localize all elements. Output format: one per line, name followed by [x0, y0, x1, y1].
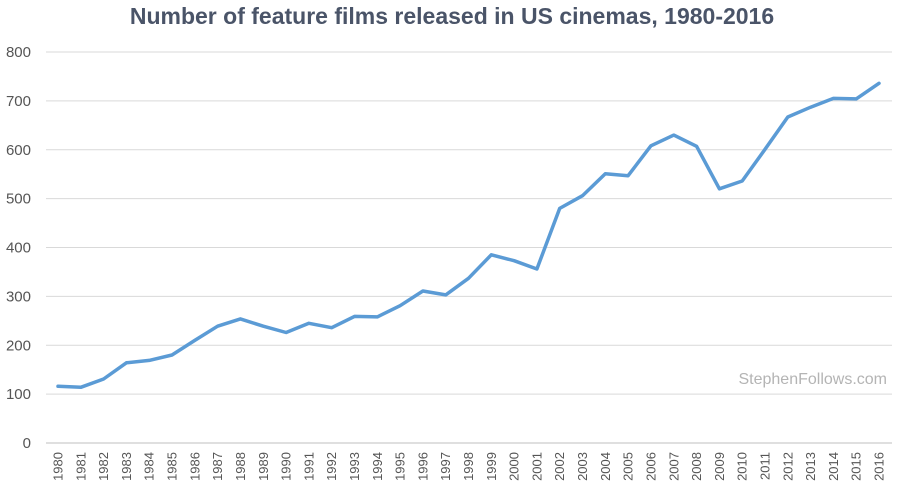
x-tick-label: 2010 [735, 452, 750, 481]
x-tick-label: 1990 [279, 452, 294, 481]
x-tick-label: 2016 [872, 452, 887, 481]
x-tick-label: 1991 [301, 452, 316, 481]
x-tick-label: 2009 [712, 452, 727, 481]
y-tick-label: 400 [6, 240, 31, 257]
x-tick-label: 1995 [393, 452, 408, 481]
x-tick-label: 2012 [780, 452, 795, 481]
x-tick-label: 2011 [757, 452, 772, 480]
y-axis-tick-labels: 0 100 200 300 400 500 600 700 800 [6, 44, 31, 452]
y-tick-label: 800 [6, 44, 31, 61]
x-tick-label: 1997 [438, 452, 453, 481]
x-axis-tick-labels: 1980 1981 1982 1983 1984 1985 1986 1987 1988 1989… [51, 452, 887, 481]
chart-title: Number of feature films released in US c… [130, 3, 774, 29]
x-tick-label: 2004 [598, 452, 613, 481]
x-tick-label: 2014 [826, 452, 841, 481]
x-tick-label: 1989 [256, 452, 271, 481]
x-tick-label: 1984 [142, 452, 157, 481]
x-tick-label: 1996 [415, 452, 430, 481]
x-tick-label: 1988 [233, 452, 248, 481]
x-tick-label: 2005 [621, 452, 636, 481]
y-tick-label: 0 [23, 435, 31, 452]
y-tick-label: 600 [6, 142, 31, 159]
x-tick-label: 1983 [119, 452, 134, 481]
x-tick-label: 2007 [666, 452, 681, 481]
x-tick-label: 2008 [689, 452, 704, 481]
watermark: StephenFollows.com [738, 371, 887, 388]
x-tick-label: 2003 [575, 452, 590, 481]
y-tick-label: 500 [6, 191, 31, 208]
gridlines [46, 51, 892, 395]
y-tick-label: 300 [6, 288, 31, 305]
x-tick-label: 1985 [165, 452, 180, 481]
series-lines [56, 81, 881, 390]
x-tick-label: 2002 [552, 452, 567, 481]
x-tick-label: 1980 [51, 452, 66, 481]
x-tick-label: 2000 [507, 452, 522, 481]
x-tick-label: 2015 [849, 452, 864, 481]
y-tick-label: 200 [6, 337, 31, 354]
x-tick-label: 1982 [96, 452, 111, 481]
x-tick-label: 1987 [210, 452, 225, 481]
x-tick-label: 1986 [187, 452, 202, 481]
x-tick-label: 1999 [484, 452, 499, 481]
x-tick-label: 1992 [324, 452, 339, 481]
x-tick-label: 1994 [370, 452, 385, 481]
x-tick-label: 2006 [643, 452, 658, 481]
series-line-0 [56, 81, 881, 390]
y-tick-label: 100 [6, 386, 31, 403]
x-tick-label: 2001 [529, 452, 544, 481]
x-tick-label: 2013 [803, 452, 818, 481]
y-tick-label: 700 [6, 93, 31, 110]
x-tick-label: 1993 [347, 452, 362, 481]
x-tick-label: 1998 [461, 452, 476, 481]
x-tick-label: 1981 [73, 452, 88, 481]
